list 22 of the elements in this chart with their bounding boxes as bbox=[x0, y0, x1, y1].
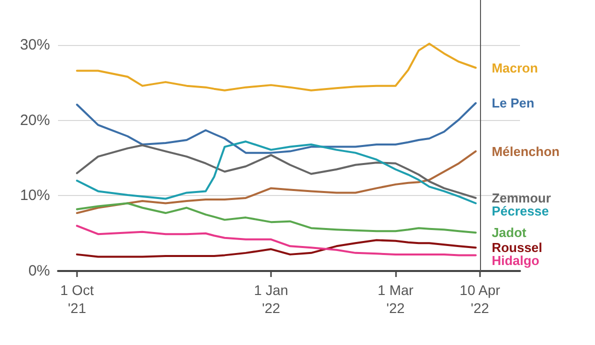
x-tick-label: 1 Mar '22 bbox=[378, 282, 414, 316]
series-label: Jadot bbox=[492, 225, 528, 240]
line-series bbox=[76, 150, 477, 214]
series-label: Le Pen bbox=[492, 96, 534, 111]
line-series bbox=[76, 42, 477, 92]
series-label: Zemmour bbox=[492, 190, 551, 206]
y-tick-label: 10% bbox=[20, 187, 50, 204]
series-label: Hidalgo bbox=[492, 253, 540, 268]
line-series bbox=[76, 239, 477, 258]
series-label: Mélenchon bbox=[492, 144, 560, 159]
line-series bbox=[76, 202, 477, 234]
y-tick-label: 20% bbox=[20, 112, 50, 129]
series-label: Roussel bbox=[492, 240, 542, 256]
x-tick-label: 10 Apr '22 bbox=[460, 282, 500, 316]
line-series bbox=[76, 102, 477, 154]
series-label: Macron bbox=[492, 60, 538, 76]
line-series bbox=[76, 224, 477, 256]
x-tick-label: 1 Jan '22 bbox=[254, 282, 288, 316]
x-tick-label: 1 Oct '21 bbox=[60, 282, 94, 316]
series-label: Pécresse bbox=[492, 203, 549, 218]
y-tick-label: 0% bbox=[28, 262, 50, 280]
y-tick-label: 30% bbox=[20, 36, 50, 54]
